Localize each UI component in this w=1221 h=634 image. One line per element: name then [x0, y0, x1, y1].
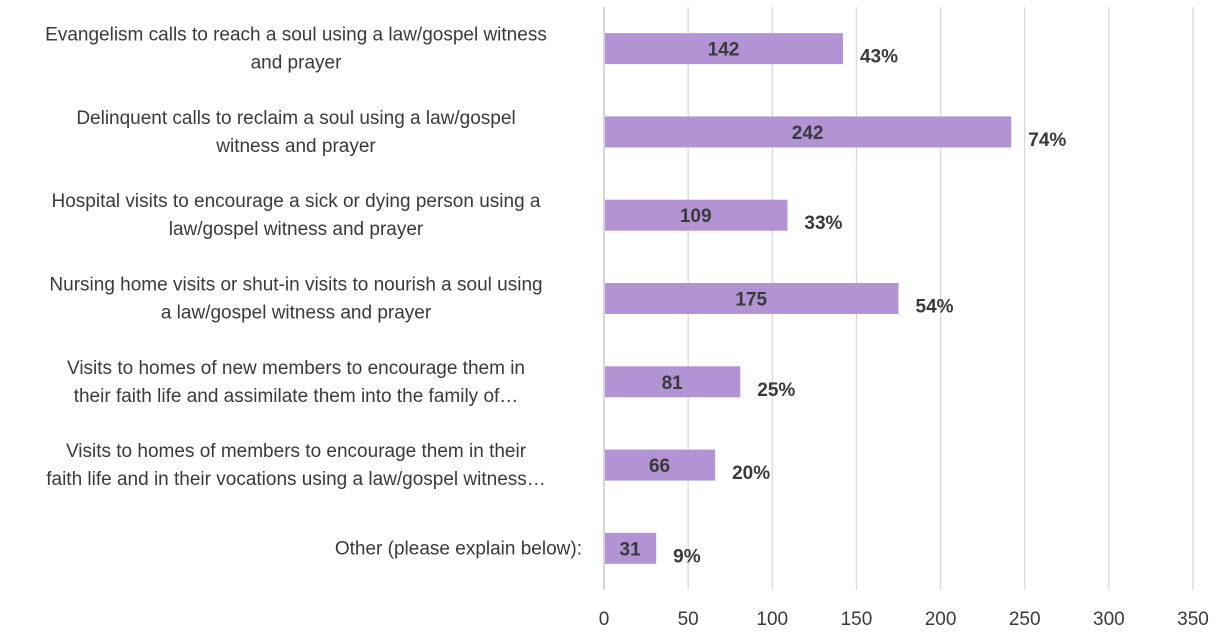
bar — [605, 116, 1012, 148]
bar-value-label: 66 — [649, 456, 670, 477]
bar-value-label: 175 — [735, 290, 767, 311]
bar — [605, 33, 843, 65]
bar-value-label: 142 — [708, 40, 740, 61]
bar — [605, 283, 899, 314]
category-label: Evangelism calls to reach a soul using a… — [45, 25, 547, 74]
bars: 142 43% 242 74% 109 33% 175 54% 81 25% 66 20% 31 9% — [605, 33, 1066, 567]
bar — [605, 532, 657, 564]
bar-value-label: 31 — [620, 539, 642, 560]
category-label: Other (please explain below): — [335, 538, 582, 559]
bar — [605, 366, 741, 398]
x-tick-label: 250 — [1009, 609, 1041, 630]
x-tick-label: 150 — [841, 609, 873, 630]
x-axis-ticks: 0 50 100 150 200 250 300 350 — [599, 609, 1209, 630]
x-tick-label: 200 — [925, 609, 957, 630]
category-label: Nursing home visits or shut-in visits to… — [49, 275, 542, 324]
bar-percent-label: 9% — [673, 546, 701, 567]
bar — [605, 449, 716, 481]
bar-value-label: 81 — [662, 373, 684, 394]
x-tick-label: 50 — [678, 609, 699, 630]
category-labels: Evangelism calls to reach a soul using a… — [45, 25, 582, 560]
x-tick-label: 300 — [1093, 609, 1125, 630]
category-label: Visits to homes of new members to encour… — [67, 358, 525, 407]
x-tick-label: 350 — [1177, 609, 1209, 630]
bar-percent-label: 25% — [757, 380, 795, 401]
bar-percent-label: 43% — [860, 47, 898, 68]
bar-percent-label: 33% — [804, 213, 842, 234]
category-label: Delinquent calls to reclaim a soul using… — [76, 108, 515, 157]
x-tick-label: 100 — [756, 609, 788, 630]
bar-percent-label: 74% — [1028, 130, 1066, 151]
bar — [605, 199, 788, 231]
category-label: Hospital visits to encourage a sick or d… — [52, 191, 541, 240]
category-label: Visits to homes of members to encourage … — [46, 441, 546, 490]
bar-percent-label: 54% — [916, 297, 954, 318]
bar-value-label: 242 — [792, 123, 824, 144]
bar-value-label: 109 — [680, 206, 712, 227]
x-tick-label: 0 — [599, 609, 610, 630]
bar-percent-label: 20% — [732, 463, 770, 484]
